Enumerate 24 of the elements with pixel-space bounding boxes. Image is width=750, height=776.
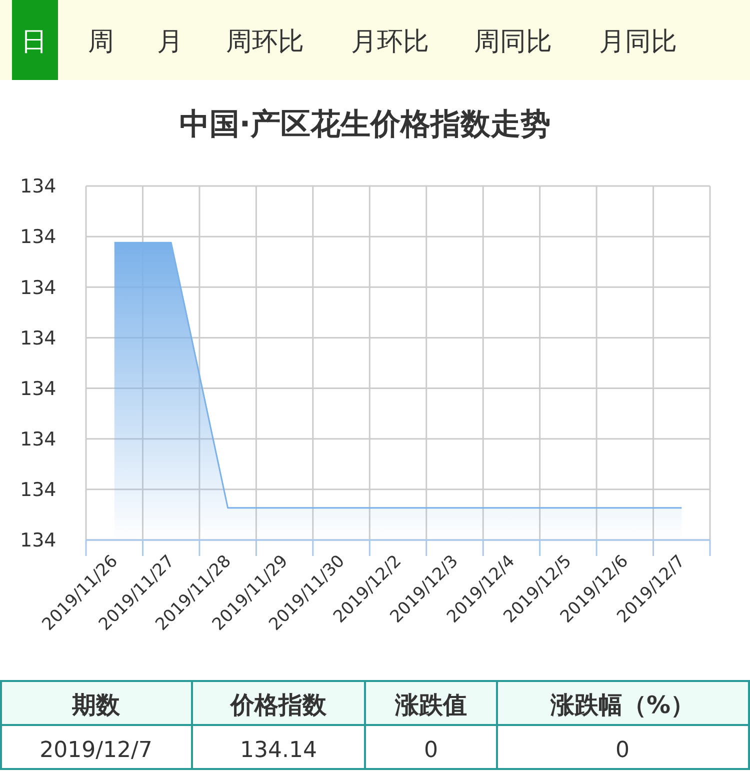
text: 涨跌值 <box>394 691 467 719</box>
text: 月 <box>157 27 183 57</box>
text: 0 <box>424 738 438 763</box>
text: 0 <box>616 738 630 763</box>
text: 价格指数 <box>230 691 328 719</box>
text: 月同比 <box>599 27 677 57</box>
text: 134 <box>20 428 56 451</box>
text: 月环比 <box>351 27 429 57</box>
text: 2019/12/7 <box>40 738 152 763</box>
text: 134 <box>20 327 56 350</box>
text: 周环比 <box>226 27 304 57</box>
text: 周同比 <box>474 27 552 57</box>
text: 134 <box>20 530 56 552</box>
chart-title: 中国·产区花生价格指数走势 <box>179 107 551 142</box>
text: 134 <box>20 479 56 502</box>
text: 134.14 <box>240 738 317 763</box>
text: 134 <box>20 276 56 299</box>
text: 日 <box>21 27 47 57</box>
text: 134 <box>20 176 56 198</box>
text: 涨跌幅（%） <box>549 691 695 719</box>
text: 周 <box>88 27 114 57</box>
text: 134 <box>20 378 56 400</box>
text: 期数 <box>71 691 121 719</box>
text: 134 <box>20 226 56 248</box>
